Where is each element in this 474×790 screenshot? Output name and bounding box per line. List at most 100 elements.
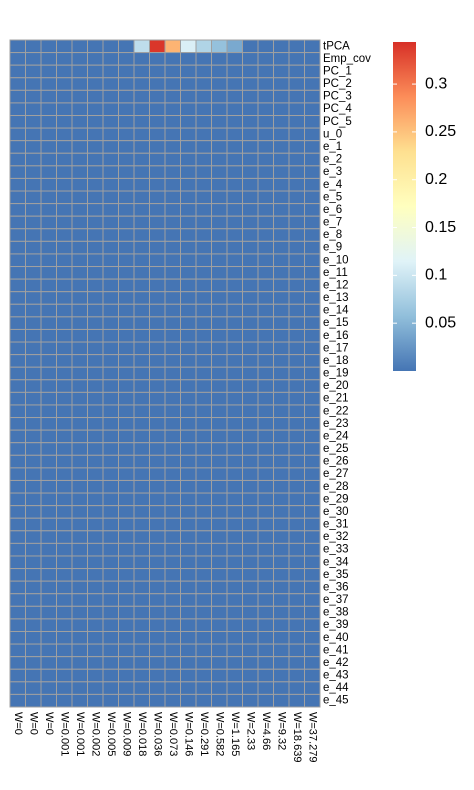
heatmap-cell <box>180 542 197 557</box>
heatmap-cell <box>149 190 166 205</box>
heatmap-cell <box>149 366 166 381</box>
heatmap-cell <box>211 366 228 381</box>
heatmap-cell <box>273 668 290 683</box>
heatmap-cell <box>133 89 150 104</box>
heatmap-cell <box>257 429 274 444</box>
heatmap-cell <box>118 404 135 419</box>
heatmap-cell <box>133 517 150 532</box>
heatmap-cell <box>304 77 321 91</box>
heatmap-cell <box>180 165 197 179</box>
heatmap-cell <box>56 203 73 217</box>
heatmap-cell <box>226 379 243 393</box>
heatmap-cell <box>180 580 197 595</box>
heatmap-cell <box>242 643 259 658</box>
heatmap-cell <box>164 215 181 230</box>
heatmap-cell <box>164 366 181 381</box>
heatmap-cell <box>211 593 228 607</box>
heatmap-cell <box>25 140 42 154</box>
row-label: e_11 <box>323 267 348 279</box>
heatmap-cell <box>180 115 197 129</box>
heatmap-cell <box>180 102 197 117</box>
heatmap-cell <box>242 215 259 230</box>
row-label: e_34 <box>323 556 349 568</box>
heatmap-cell <box>40 668 57 683</box>
heatmap-cell <box>9 89 26 104</box>
heatmap-cell <box>40 517 57 532</box>
heatmap-cell <box>87 115 104 129</box>
heatmap-cell <box>195 266 212 280</box>
column-label: W=18.639 <box>291 712 303 762</box>
heatmap-cell <box>242 165 259 179</box>
legend-tick-label: 0.15 <box>425 219 456 236</box>
heatmap-cell <box>40 140 57 154</box>
heatmap-cell <box>118 240 135 255</box>
heatmap-cell <box>304 89 321 104</box>
heatmap-cell <box>71 228 88 242</box>
heatmap-cell <box>211 605 228 620</box>
heatmap-cell <box>133 593 150 607</box>
heatmap-cell <box>71 115 88 129</box>
heatmap-cell <box>288 568 305 582</box>
heatmap-cell <box>149 505 166 519</box>
heatmap-cell <box>118 555 135 570</box>
heatmap-cell <box>87 341 104 356</box>
heatmap-cell <box>25 215 42 230</box>
heatmap-cell <box>87 140 104 154</box>
heatmap-cell <box>242 530 259 544</box>
heatmap-cell <box>257 77 274 91</box>
heatmap-cell <box>257 266 274 280</box>
heatmap-cell <box>102 668 119 683</box>
heatmap-cell <box>40 64 57 79</box>
heatmap-cell <box>242 442 259 456</box>
row-label: e_33 <box>323 544 349 556</box>
heatmap-cell <box>71 127 88 142</box>
heatmap-cell <box>304 442 321 456</box>
heatmap-cell <box>180 228 197 242</box>
heatmap-cell <box>149 140 166 154</box>
heatmap-cell <box>56 693 73 708</box>
heatmap-cell <box>211 203 228 217</box>
heatmap-cell <box>180 203 197 217</box>
heatmap-cell <box>226 77 243 91</box>
heatmap-cell <box>288 517 305 532</box>
heatmap-cell <box>195 580 212 595</box>
heatmap-cell <box>242 266 259 280</box>
heatmap-cell <box>149 618 166 632</box>
heatmap-cell <box>56 215 73 230</box>
heatmap-cell <box>133 429 150 444</box>
heatmap-cell <box>257 39 274 54</box>
heatmap-cell <box>149 630 166 645</box>
legend-tick-label: 0.25 <box>425 123 456 140</box>
heatmap-cell <box>102 190 119 205</box>
heatmap-cell <box>180 89 197 104</box>
heatmap-cell <box>180 391 197 406</box>
heatmap-cell <box>304 127 321 142</box>
heatmap-cell <box>257 681 274 695</box>
heatmap-cell <box>164 668 181 683</box>
row-label: e_3 <box>323 166 342 178</box>
heatmap-cell <box>149 517 166 532</box>
heatmap-cell <box>211 379 228 393</box>
heatmap-cell <box>273 479 290 494</box>
heatmap-cell <box>71 140 88 154</box>
heatmap-cell <box>304 328 321 343</box>
heatmap-cell <box>226 291 243 305</box>
heatmap-cell <box>180 379 197 393</box>
heatmap-cell <box>304 404 321 419</box>
row-label: tPCA <box>323 40 350 52</box>
heatmap-cell <box>149 568 166 582</box>
heatmap-cell <box>118 165 135 179</box>
heatmap-cell <box>149 127 166 142</box>
heatmap-cell <box>195 429 212 444</box>
heatmap-cell <box>9 152 26 167</box>
heatmap-cell <box>273 278 290 293</box>
heatmap-cell <box>149 442 166 456</box>
heatmap-cell <box>71 102 88 117</box>
heatmap-cell <box>118 429 135 444</box>
heatmap-cell <box>133 479 150 494</box>
heatmap-cell <box>180 656 197 670</box>
heatmap-cell <box>226 39 243 54</box>
column-label: W=0.582 <box>213 712 225 756</box>
heatmap-cell <box>226 278 243 293</box>
heatmap-cell <box>211 64 228 79</box>
